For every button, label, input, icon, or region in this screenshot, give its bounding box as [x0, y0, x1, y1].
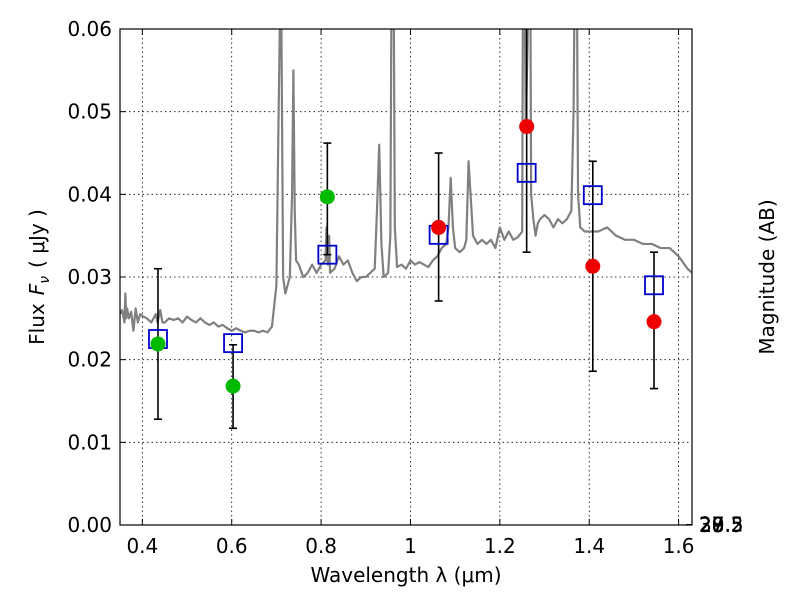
model-photometry-square — [516, 162, 537, 183]
observed-photometry-point — [225, 378, 241, 394]
x-axis-ticks: 0.4 0.6 0.8 1 1.2 1.4 1.6 — [126, 29, 695, 558]
y-axis-label-symbol: F — [25, 283, 49, 295]
x-tick-label: 1.6 — [663, 534, 695, 558]
y-tick-label: 0.05 — [67, 100, 112, 124]
magnitude-tick-label: 30 — [699, 513, 724, 537]
x-tick-label: 1 — [404, 534, 417, 558]
x-tick-label: 0.4 — [126, 534, 158, 558]
model-photometry-square — [317, 244, 338, 265]
magnitude-tick-label: 28 — [699, 513, 724, 537]
y-axis-label-unit: ( μJy ) — [25, 209, 49, 268]
y-axis-label-subscript: ν — [37, 276, 53, 284]
observed-photometry-point — [431, 219, 447, 235]
magnitude-tick-label: 29 — [699, 513, 724, 537]
model-photometry-square — [582, 185, 603, 206]
model-spectrum-layer — [120, 29, 692, 334]
y-tick-label: 0.03 — [67, 265, 112, 289]
observed-photometry-point — [519, 119, 535, 135]
observed-photometry-point — [150, 336, 166, 352]
marker-layer — [148, 119, 664, 394]
y-axis-label-text: Flux — [25, 303, 49, 345]
model-photometry-square — [223, 333, 243, 354]
y-axis-label: Flux Fν ( μJy ) — [25, 209, 53, 345]
y-axis-ticks: 0.00 0.01 0.02 0.03 0.04 0.05 0.06 — [67, 17, 126, 537]
y-tick-label: 0.02 — [67, 348, 112, 372]
x-tick-label: 1.4 — [573, 534, 605, 558]
y-tick-label: 0.06 — [67, 17, 112, 41]
x-tick-label: 1.2 — [484, 534, 516, 558]
magnitude-tick-label: 27 — [699, 513, 724, 537]
x-tick-label: 0.6 — [216, 534, 248, 558]
observed-photometry-point — [319, 189, 335, 205]
magnitude-tick-label: 28.5 — [699, 513, 744, 537]
magnitude-tick-label: 27.5 — [699, 513, 744, 537]
model-spectrum-line — [120, 29, 692, 334]
model-photometry-square — [644, 275, 664, 296]
observed-photometry-point — [646, 314, 662, 330]
magnitude-axis-label: Magnitude (AB) — [755, 199, 779, 354]
x-axis-label: Wavelength λ (μm) — [310, 563, 501, 587]
observed-photometry-point — [585, 258, 601, 274]
magnitude-tick-label: 27.2 — [699, 513, 744, 537]
x-tick-label: 0.8 — [305, 534, 337, 558]
y-tick-label: 0.01 — [67, 430, 112, 454]
y-tick-label: 0.04 — [67, 182, 112, 206]
y-tick-label: 0.00 — [67, 513, 112, 537]
